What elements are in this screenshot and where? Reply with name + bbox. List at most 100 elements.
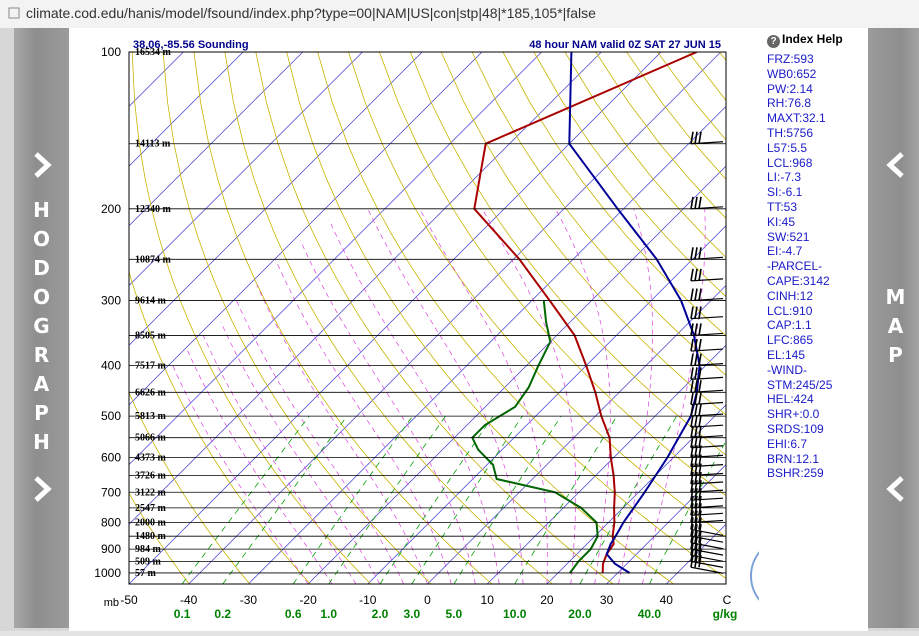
isotherm-line: [129, 52, 542, 466]
hodograph-letter: R: [33, 343, 50, 367]
hodograph-letter: G: [33, 314, 50, 338]
temperature-tick-label: -20: [299, 593, 317, 607]
index-item: EI:-4.7: [767, 244, 803, 259]
wind-barb: [690, 332, 724, 337]
index-item: CAP:1.1: [767, 318, 812, 333]
index-item: PW:2.14: [767, 81, 813, 96]
wind-barb-flag: [690, 530, 694, 543]
index-help-link[interactable]: ? Index Help: [767, 32, 843, 48]
dry-adiabat-line: [471, 52, 726, 376]
wind-barb-flag: [698, 517, 702, 530]
index-item: EHI:6.7: [767, 436, 808, 451]
dry-adiabat-line: [255, 52, 614, 584]
wind-barb-flag: [694, 323, 698, 336]
wind-barb-flag: [694, 380, 698, 393]
wind-barb-flag: [694, 517, 698, 530]
wind-barb-flag: [690, 543, 694, 556]
wind-barb-flag: [698, 495, 702, 509]
index-item: EL:145: [767, 347, 806, 362]
moist-adiabat-line: [367, 208, 524, 584]
dry-adiabat-line: [162, 52, 432, 584]
wind-barb-flag: [698, 338, 702, 352]
dry-adiabat-line: [502, 52, 726, 337]
chevron-right-icon[interactable]: [28, 474, 58, 504]
moist-adiabat-line: [300, 240, 476, 584]
dry-adiabat-line: [409, 52, 726, 456]
chevron-left-icon[interactable]: [880, 150, 910, 180]
wind-barb-flag: [698, 471, 702, 485]
height-label: 4373 m: [135, 452, 167, 463]
mixing-ratio-line: [579, 415, 677, 584]
dry-adiabat-line: [440, 52, 726, 416]
wind-barb-flag: [690, 380, 694, 393]
wind-barb-flag: [694, 549, 698, 562]
wind-barb-flag: [698, 425, 702, 438]
temperature-unit-label: C: [723, 593, 732, 607]
mixing-ratio-line: [649, 440, 726, 584]
wind-barb: [690, 348, 724, 352]
dry-adiabat-line: [193, 52, 493, 584]
index-list: FRZ:593 WB0:652 PW:2.14 RH:76.8 MAXT:32.1 TH:…: [767, 52, 832, 481]
plot-area: [129, 52, 726, 584]
mixing-ratio-line: [328, 415, 446, 584]
wind-barb-flag: [690, 306, 694, 319]
wind-barb-flag: [694, 131, 698, 144]
wind-barb-flag: [690, 415, 694, 428]
url-text[interactable]: climate.cod.edu/hanis/model/fsound/index…: [26, 5, 596, 21]
moist-adiabat-line: [186, 347, 333, 584]
mixing-ratio-line: [514, 415, 618, 584]
wind-barb-flag: [690, 404, 694, 417]
wind-barb-flag: [694, 392, 698, 405]
index-help-label: Index Help: [782, 32, 843, 46]
wind-barb: [690, 141, 724, 145]
moist-adiabat-line: [555, 208, 611, 584]
moist-adiabat-line: [172, 365, 309, 584]
wind-barb-flag: [698, 131, 702, 144]
moist-adiabat-line: [642, 208, 706, 584]
isotherm-line: [129, 52, 423, 346]
wind-barb-flag: [698, 392, 702, 405]
wind-barb-flag: [694, 268, 698, 282]
mixing-ratio-label: 0.2: [214, 607, 231, 621]
temperature-tick-label: -10: [359, 593, 377, 607]
wind-barb-flag: [690, 435, 694, 448]
wind-barb-flag: [698, 404, 702, 417]
height-label: 12340 m: [135, 204, 172, 215]
mixing-ratio-line: [222, 415, 348, 584]
pressure-tick-label: 500: [101, 409, 121, 423]
wind-barb-flag: [698, 454, 702, 467]
pressure-tick-label: 900: [101, 542, 121, 556]
dry-adiabat-line: [286, 52, 674, 584]
chevron-right-icon[interactable]: [28, 150, 58, 180]
wind-barb-flag: [694, 247, 698, 260]
wind-barb: [690, 389, 724, 393]
index-item: WB0:652: [767, 66, 817, 81]
hodograph-letter: P: [34, 401, 49, 425]
index-item: SHR+:0.0: [767, 407, 820, 422]
dry-adiabat-line: [317, 52, 726, 579]
wind-barb-flag: [698, 353, 702, 366]
wind-barb-flag: [694, 495, 698, 509]
index-item: CAPE:3142: [767, 273, 830, 288]
wind-barb-flag: [698, 503, 702, 516]
wind-barb-flag: [694, 543, 698, 556]
wind-barb-flag: [694, 445, 698, 458]
temperature-tick-label: 0: [424, 593, 431, 607]
mixing-ratio-line: [292, 415, 413, 584]
dry-adiabat-line: [129, 492, 190, 584]
wind-barb-flag: [690, 495, 694, 509]
wind-barb-flag: [690, 555, 694, 568]
wind-barb-flag: [690, 503, 694, 516]
wind-barb-flag: [698, 463, 702, 476]
wind-barb-flag: [694, 338, 698, 352]
wind-barb-flag: [694, 404, 698, 417]
mixing-ratio-unit-label: g/kg: [713, 607, 738, 621]
chevron-left-icon[interactable]: [880, 474, 910, 504]
wind-barb-flag: [698, 524, 702, 537]
index-item: SW:521: [767, 229, 810, 244]
browser-url-bar[interactable]: climate.cod.edu/hanis/model/fsound/index…: [0, 0, 919, 29]
